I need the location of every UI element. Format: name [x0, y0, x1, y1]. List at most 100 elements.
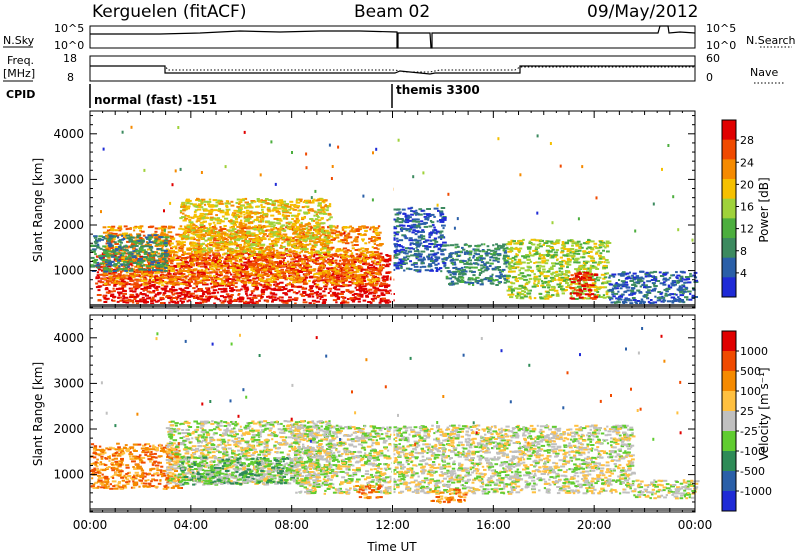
power-cell [108, 290, 114, 293]
power-cell [190, 276, 195, 279]
power-cell [316, 251, 319, 254]
power-cell [429, 239, 433, 242]
power-cell [162, 243, 165, 246]
power-cell [233, 237, 237, 240]
power-cell [181, 263, 185, 266]
power-cell [321, 264, 326, 267]
power-cell [203, 249, 208, 252]
power-cell [211, 234, 215, 237]
power-cell [209, 254, 212, 257]
power-cell [193, 252, 198, 255]
power-cell [277, 212, 282, 215]
power-cell [136, 234, 142, 237]
power-cell [280, 200, 284, 203]
power-cell [161, 247, 164, 249]
power-cell [344, 251, 349, 254]
power-cell [368, 237, 373, 240]
power-cell [212, 289, 218, 292]
power-cell [205, 232, 208, 235]
power-cell [230, 262, 233, 265]
power-cell [95, 261, 100, 264]
power-cell [359, 260, 364, 262]
power-cell [288, 281, 291, 284]
power-cell [272, 278, 276, 281]
power-cell [353, 238, 359, 241]
power-cell [244, 251, 248, 254]
power-cell [354, 236, 359, 239]
power-cell [242, 236, 248, 239]
power-cell [424, 269, 430, 272]
power-cell [221, 281, 224, 284]
power-cell [271, 209, 275, 212]
power-cell [361, 225, 366, 228]
power-cell [398, 249, 401, 252]
power-cell [395, 264, 400, 267]
power-cell [196, 229, 201, 232]
power-cell [279, 288, 284, 291]
power-cell [371, 260, 375, 263]
power-cell [356, 255, 359, 258]
power-cell [206, 253, 210, 256]
power-cell [224, 247, 229, 250]
power-cell [305, 293, 311, 296]
power-cell [107, 254, 111, 257]
power-cell [152, 291, 156, 294]
power-cell [240, 280, 245, 283]
power-cell [405, 229, 409, 232]
power-cell [372, 276, 376, 279]
power-cell [140, 230, 145, 233]
power-cell [285, 221, 288, 224]
power-cell [215, 273, 219, 276]
power-cell [214, 279, 218, 282]
power-cell [213, 224, 217, 227]
power-cell [321, 233, 326, 236]
nave-tick-top: 60 [706, 52, 720, 65]
power-cell [198, 231, 203, 234]
power-cell [279, 219, 283, 222]
power-cell [373, 284, 378, 287]
power-cell [113, 251, 116, 253]
power-cell [196, 198, 201, 201]
power-cell [319, 256, 324, 259]
power-cell [132, 262, 138, 264]
power-cell [358, 259, 362, 262]
power-cell [369, 257, 373, 260]
power-cell [201, 217, 206, 220]
power-cell [309, 287, 313, 290]
power-cell [196, 218, 202, 221]
power-cell [243, 272, 247, 275]
power-cell [270, 267, 275, 270]
power-cell [352, 261, 357, 263]
power-cell [185, 235, 189, 238]
power-cell [295, 217, 299, 220]
power-cell [179, 233, 183, 236]
power-cell [233, 238, 238, 241]
power-cell [140, 279, 144, 282]
power-cell [213, 275, 217, 278]
power-cell [201, 273, 206, 276]
power-cell [96, 239, 101, 242]
power-cell [170, 269, 173, 272]
power-cell [336, 292, 340, 295]
power-cell [245, 218, 249, 221]
power-cell [341, 262, 346, 265]
power-cell [220, 240, 225, 243]
power-cell [124, 232, 129, 235]
power-cell [271, 261, 277, 264]
power-cell [375, 232, 380, 235]
power-cell [326, 249, 329, 252]
power-cell [130, 243, 136, 246]
power-cell [195, 285, 198, 288]
power-cell [192, 203, 197, 206]
power-cell [291, 272, 295, 275]
power-cell [302, 301, 308, 304]
power-cell [207, 290, 211, 293]
power-cell [335, 270, 340, 273]
power-cell [224, 260, 229, 263]
power-cell [356, 278, 360, 281]
power-cell [247, 233, 250, 236]
power-cell [201, 250, 207, 253]
power-cell [265, 248, 271, 251]
power-cell [399, 264, 403, 267]
power-cell [410, 263, 415, 266]
